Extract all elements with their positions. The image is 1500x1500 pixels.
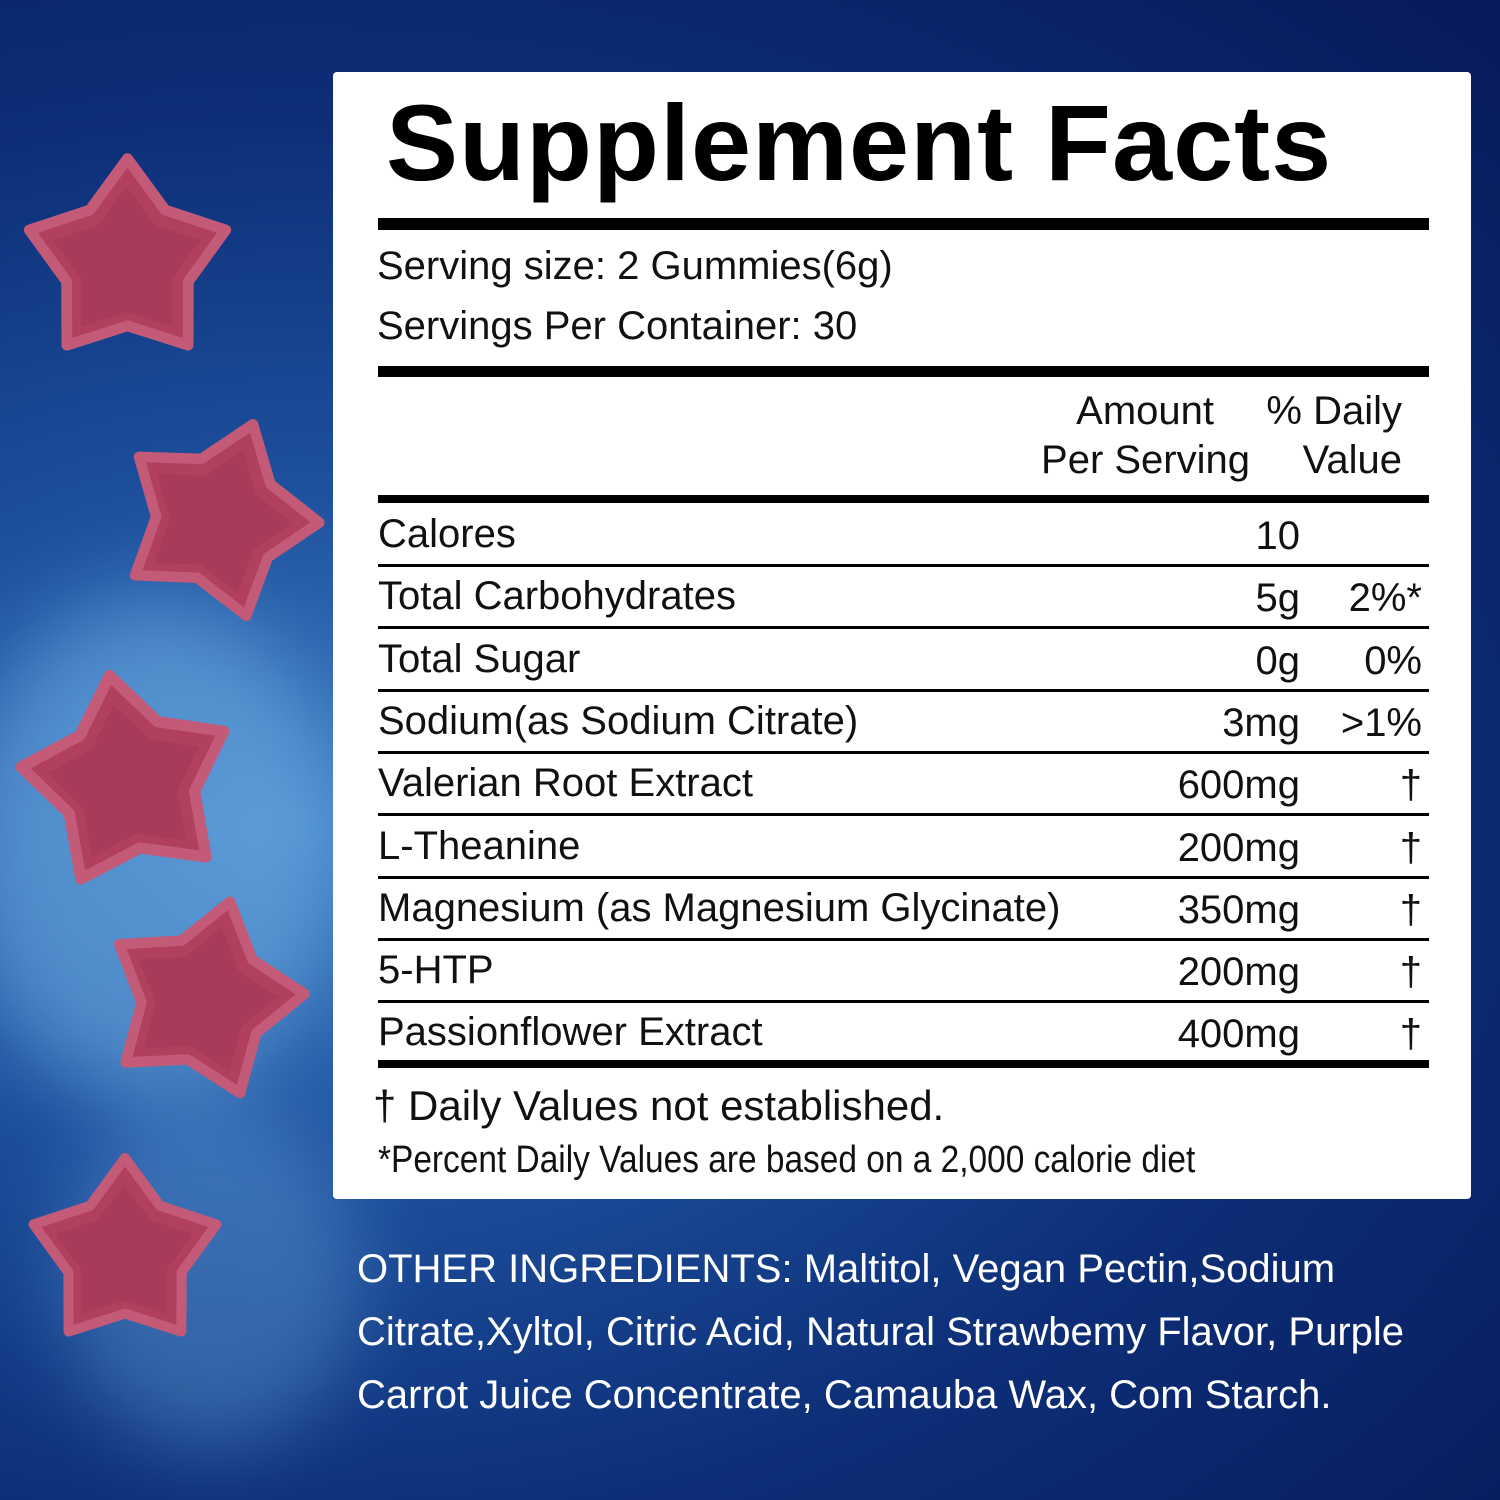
nutrient-name: Total Carbohydrates: [378, 574, 736, 619]
divider: [378, 1060, 1429, 1068]
page-title: Supplement Facts: [386, 82, 1333, 203]
nutrient-amount: 200mg: [1177, 825, 1300, 870]
nutrient-amount: 200mg: [1177, 950, 1300, 995]
serving-size: Serving size: 2 Gummies(6g): [377, 244, 893, 288]
supplement-facts-panel: [333, 72, 1471, 1199]
row-divider: [378, 813, 1429, 817]
other-ingredients: OTHER INGREDIENTS: Maltitol, Vegan Pecti…: [357, 1247, 1405, 1417]
row-divider: [378, 750, 1429, 754]
nutrient-daily-value: †: [1399, 887, 1422, 932]
nutrient-amount: 3mg: [1222, 700, 1300, 745]
row-divider: [378, 688, 1429, 692]
gummy-star-icon: [129, 418, 325, 622]
nutrient-amount: 10: [1255, 514, 1301, 558]
gummy-star-icon: [15, 669, 230, 885]
nutrient-daily-value: †: [1399, 825, 1422, 870]
nutrient-amount: 600mg: [1177, 763, 1300, 808]
nutrient-amount: 350mg: [1177, 887, 1300, 932]
nutrient-daily-value: †: [1399, 1012, 1422, 1057]
nutrient-name: L-Theanine: [378, 823, 581, 868]
gummy-star-icon: [114, 896, 310, 1099]
nutrient-daily-value: †: [1399, 763, 1422, 808]
servings-per-container: Servings Per Container: 30: [377, 304, 858, 348]
gummy-star-icon: [23, 153, 232, 351]
nutrient-daily-value: 0%: [1364, 638, 1422, 683]
gummy-star-icon: [28, 1153, 222, 1337]
amount-header-2: Per Serving: [1041, 438, 1250, 482]
row-divider: [378, 626, 1429, 630]
nutrient-name: 5-HTP: [378, 948, 494, 993]
nutrient-daily-value: †: [1399, 950, 1422, 995]
nutrient-daily-value: >1%: [1340, 700, 1422, 745]
row-divider: [378, 1000, 1429, 1004]
nutrient-name: Magnesium (as Magnesium Glycinate): [378, 885, 1061, 930]
divider: [378, 495, 1429, 503]
nutrient-name: Total Sugar: [378, 636, 581, 681]
nutrient-name: Sodium(as Sodium Citrate): [378, 698, 859, 743]
nutrient-amount: 0g: [1255, 638, 1301, 683]
amount-header-1: Amount: [1076, 389, 1214, 433]
nutrient-amount: 5g: [1255, 576, 1301, 621]
row-divider: [378, 875, 1429, 879]
dv-header-1: % Daily: [1266, 389, 1402, 433]
nutrient-name: Valerian Root Extract: [378, 761, 753, 806]
divider: [378, 366, 1429, 377]
divider: [378, 218, 1429, 230]
footnote-percent: *Percent Daily Values are based on a 2,0…: [378, 1139, 1196, 1181]
nutrient-name: Passionflower Extract: [378, 1010, 763, 1055]
nutrient-daily-value: 2%*: [1348, 576, 1422, 621]
dv-header-2: Value: [1302, 438, 1402, 482]
nutrient-name: Calores: [378, 512, 516, 556]
nutrient-amount: 400mg: [1177, 1012, 1300, 1057]
row-divider: [378, 564, 1429, 567]
row-divider: [378, 937, 1429, 941]
footnote-dagger: † Daily Values not established.: [373, 1082, 945, 1129]
